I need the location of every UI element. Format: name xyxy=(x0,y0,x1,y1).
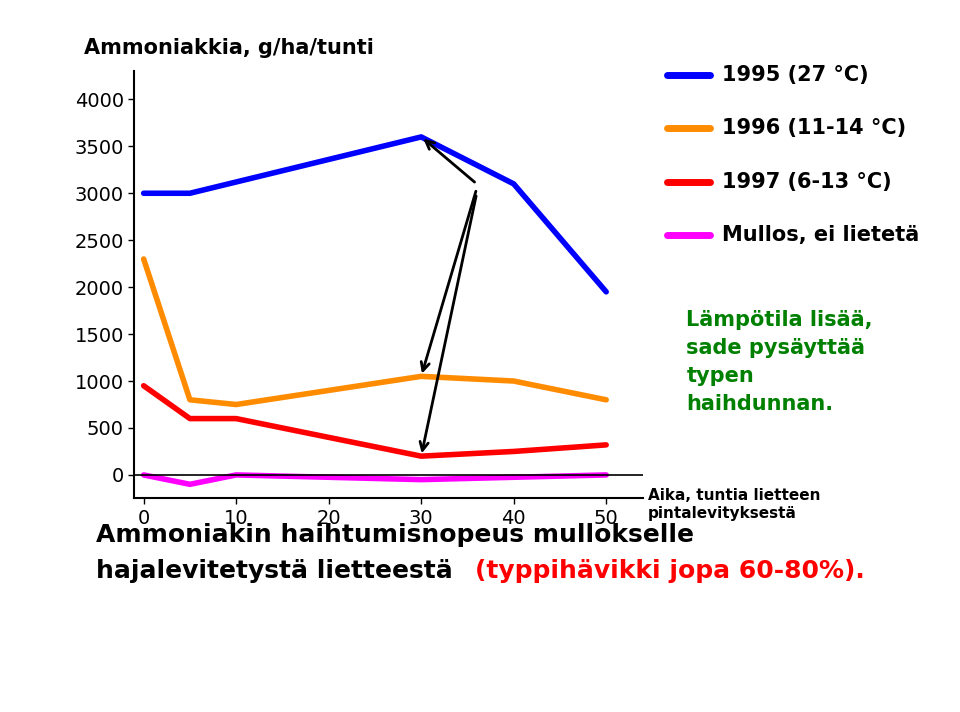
Text: (typpihävikki jopa 60-80%).: (typpihävikki jopa 60-80%). xyxy=(475,559,865,583)
Text: hajalevitetystä lietteestä: hajalevitetystä lietteestä xyxy=(96,559,462,583)
Text: Ammoniakkia, g/ha/tunti: Ammoniakkia, g/ha/tunti xyxy=(84,38,373,58)
Text: Lämpötila lisää,
sade pysäyttää
typen
haihdunnan.: Lämpötila lisää, sade pysäyttää typen ha… xyxy=(686,310,873,414)
Text: 1996 (11-14 °C): 1996 (11-14 °C) xyxy=(722,118,906,138)
Text: Mullos, ei lietetä: Mullos, ei lietetä xyxy=(722,225,919,245)
Text: Ammoniakin haihtumisnopeus mullokselle: Ammoniakin haihtumisnopeus mullokselle xyxy=(96,523,694,548)
Text: 1995 (27 °C): 1995 (27 °C) xyxy=(722,65,869,85)
Text: pintalevityksestä: pintalevityksestä xyxy=(648,506,797,520)
Text: Maa- ja elintarviketalouden tutkimuskeskus  I  Agrigood Research Finland  I  For: Maa- ja elintarviketalouden tutkimuskesk… xyxy=(157,11,803,21)
Text: 1997 (6-13 °C): 1997 (6-13 °C) xyxy=(722,172,892,192)
Text: Aika, tuntia lietteen: Aika, tuntia lietteen xyxy=(648,488,821,503)
